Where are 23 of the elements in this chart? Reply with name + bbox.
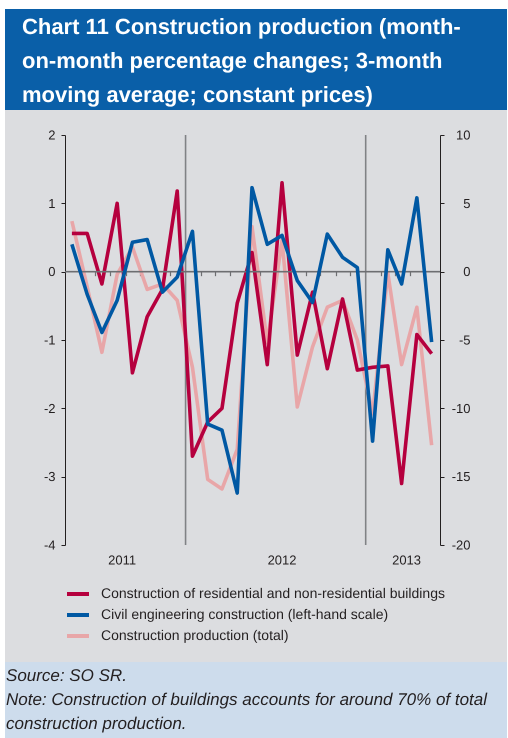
y2-tick-label: -20 — [452, 538, 470, 552]
y2-tick-label: -10 — [452, 400, 470, 416]
chart-title: Chart 11 Construction production (month-on-month percentage changes; 3-month moving average; constant prices) — [22, 13, 462, 109]
legend-label: Construction of residential and non-residential buildings — [101, 585, 445, 601]
y2-tick-label: 5 — [463, 196, 470, 211]
y-tick-label: -1 — [44, 332, 56, 348]
y-tick-label: 0 — [48, 264, 56, 280]
y-tick-label: -2 — [44, 400, 56, 416]
y-tick-label: -3 — [44, 469, 56, 484]
y-tick-label: 2 — [48, 128, 56, 142]
y2-tick-label: -15 — [452, 469, 470, 484]
y-tick-label: -4 — [44, 538, 56, 552]
y2-tick-label: 0 — [463, 264, 470, 280]
source-note: Source: SO SR. — [5, 665, 128, 687]
legend-label: Civil engineering construction (left-hand scale) — [101, 606, 388, 622]
x-tick-label: 2011 — [108, 552, 136, 568]
x-tick-label: 2013 — [392, 552, 422, 568]
y2-tick-label: 10 — [456, 128, 470, 142]
text: Note: Construction of buildings accounts for around 70% of total construction production. — [5, 689, 488, 735]
y2-tick-label: -5 — [458, 332, 470, 348]
y-tick-label: 1 — [48, 196, 56, 211]
x-tick-label: 2012 — [268, 552, 296, 568]
legend-label: Construction production (total) — [101, 627, 289, 643]
